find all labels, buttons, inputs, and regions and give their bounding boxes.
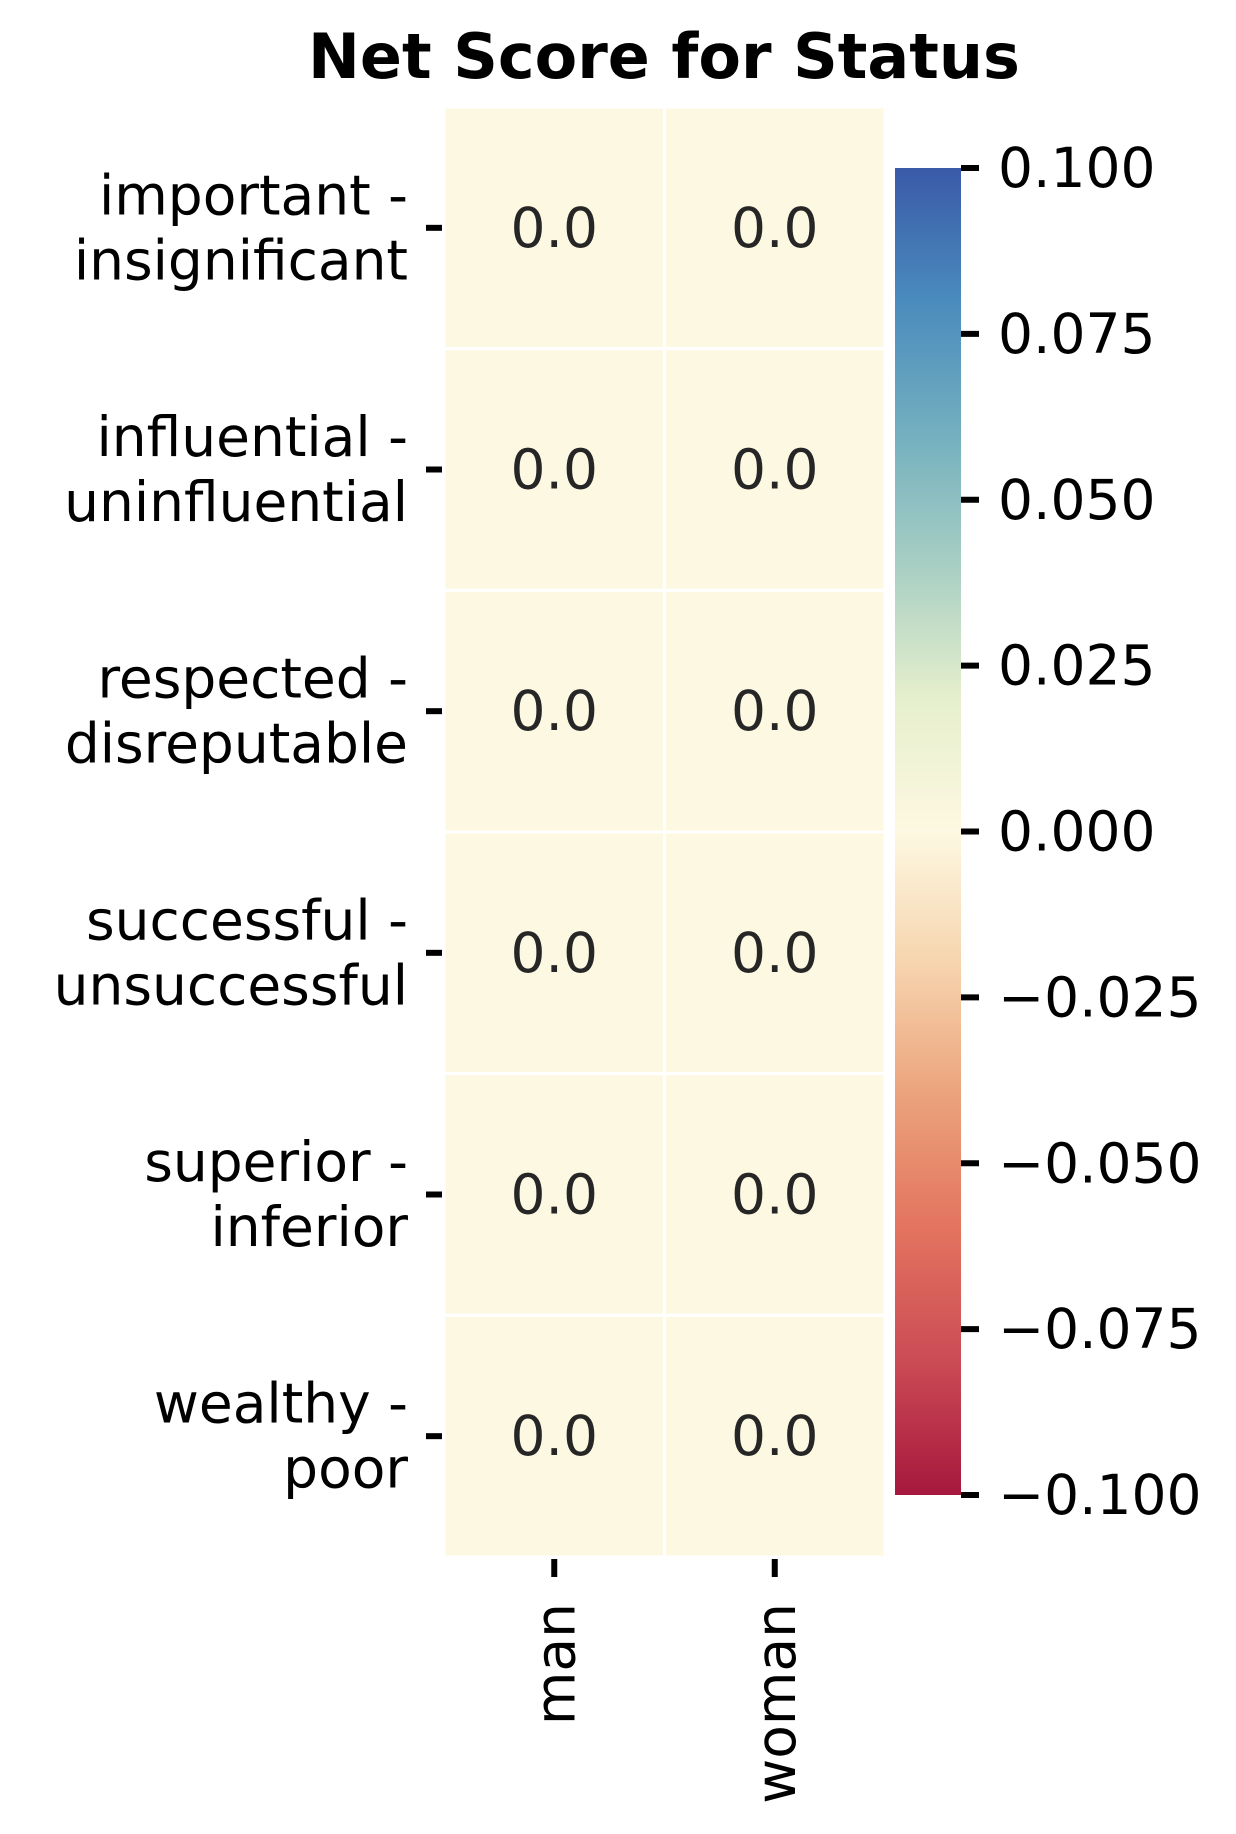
heatmap-cell <box>442 347 666 592</box>
heatmap-cell <box>663 1313 887 1559</box>
colorbar-tick-label: 0.075 <box>998 302 1155 366</box>
heatmap-cell <box>663 588 887 834</box>
cell-value-label: 0.0 <box>731 438 818 502</box>
row-labels: important -insignificant influential -uni… <box>54 163 442 1501</box>
heatmap-cell <box>442 105 666 351</box>
row-label: superior - <box>144 1130 408 1194</box>
row-label: wealthy - <box>154 1372 408 1436</box>
heatmap-cell <box>663 105 887 351</box>
row-label: poor <box>283 1437 408 1501</box>
cell-value-label: 0.0 <box>731 1163 818 1227</box>
chart-title: Net Score for Status <box>308 20 1020 93</box>
colorbar-tick-label: −0.025 <box>998 965 1202 1029</box>
row-label: insignificant <box>74 228 408 292</box>
cell-value-label: 0.0 <box>511 1163 598 1227</box>
row-label: unsuccessful <box>54 953 408 1017</box>
cell-value-label: 0.0 <box>511 438 598 502</box>
cell-value-label: 0.0 <box>511 679 598 743</box>
colorbar-tick-label: −0.075 <box>998 1297 1202 1361</box>
heatmap-cells: 0.0 0.0 0.0 0.0 0.0 0.0 0.0 0.0 0.0 0.0 0.0 0.0 <box>442 105 887 1559</box>
row-label: respected - <box>97 647 408 711</box>
cell-value-label: 0.0 <box>511 1404 598 1468</box>
cell-value-label: 0.0 <box>731 196 818 260</box>
column-labels: man woman <box>523 1559 808 1804</box>
cell-value-label: 0.0 <box>731 679 818 743</box>
colorbar-tick-label: 0.025 <box>998 634 1155 698</box>
column-label: woman <box>744 1603 808 1804</box>
colorbar-tick-label: 0.100 <box>998 136 1155 200</box>
heatmap-cell <box>663 1072 887 1317</box>
colorbar-tick-label: 0.050 <box>998 468 1155 532</box>
column-label: man <box>523 1603 587 1725</box>
row-label: inferior <box>211 1195 409 1259</box>
row-label: successful - <box>86 888 408 952</box>
cell-value-label: 0.0 <box>511 921 598 985</box>
colorbar-tick-label: −0.100 <box>998 1463 1202 1527</box>
colorbar-tick-label: 0.000 <box>998 800 1155 864</box>
cell-value-label: 0.0 <box>731 1404 818 1468</box>
colorbar-ticks: 0.100 0.075 0.050 0.025 0.000 −0.025 −0.050 −0.… <box>961 136 1202 1527</box>
cell-value-label: 0.0 <box>511 196 598 260</box>
colorbar <box>895 168 961 1495</box>
heatmap-cell <box>663 830 887 1076</box>
cell-value-label: 0.0 <box>731 921 818 985</box>
row-label: influential - <box>97 405 409 469</box>
row-label: uninfluential <box>64 470 408 534</box>
colorbar-tick-label: −0.050 <box>998 1131 1202 1195</box>
row-label: important - <box>99 163 408 227</box>
heatmap-cell <box>663 347 887 592</box>
row-label: disreputable <box>65 712 408 776</box>
heatmap-cell <box>442 588 666 834</box>
